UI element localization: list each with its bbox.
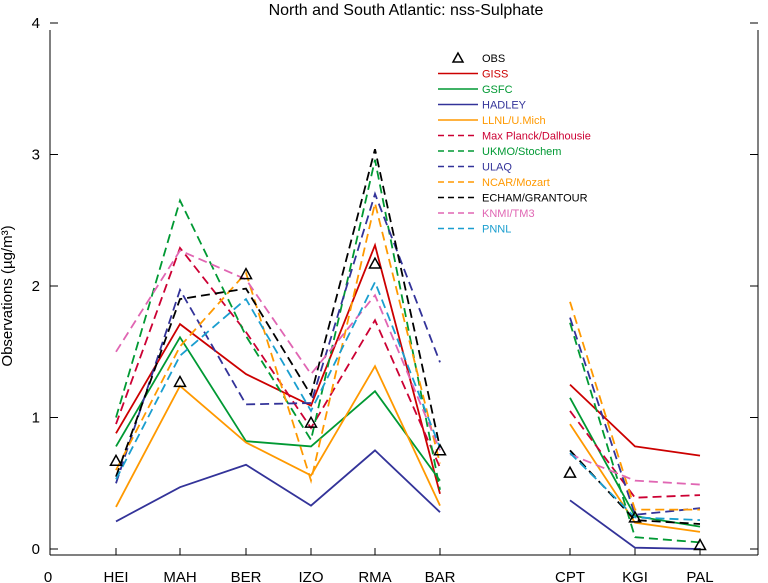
- series-line-ulaq-seg1: [569, 317, 701, 516]
- legend-label-hadley: HADLEY: [482, 100, 527, 112]
- legend-label-pnnl: PNNL: [482, 224, 511, 236]
- x-tick-label-cpt: CPT: [555, 569, 585, 583]
- series-line-max-planck-dalhousie-seg1: [569, 410, 701, 499]
- series-line-max-planck-dalhousie-seg0: [115, 246, 441, 468]
- series-line-llnl-u-mich-seg1: [569, 423, 701, 533]
- legend-label-ncar-mozart: NCAR/Mozart: [482, 177, 550, 189]
- obs-marker-hei: [109, 453, 123, 467]
- legend-label-giss: GISS: [482, 69, 508, 81]
- series-line-echam-grantour-seg0: [115, 148, 441, 478]
- series-line-hadley-seg1: [569, 499, 701, 550]
- y-axis-ticks: 0 1 2 3 4: [32, 15, 758, 558]
- obs-marker-mah: [173, 374, 187, 388]
- legend-label-gsfc: GSFC: [482, 84, 513, 96]
- series-line-knmi-tm3-seg1: [569, 453, 701, 486]
- series-line-pnnl-seg0: [115, 279, 441, 480]
- series-line-gsfc-seg0: [115, 335, 441, 482]
- legend-label-echam-grantour: ECHAM/GRANTOUR: [482, 193, 588, 205]
- legend-label-ulaq: ULAQ: [482, 162, 512, 174]
- y-axis-label: Observations (µg/m³): [0, 225, 16, 366]
- series-line-ncar-mozart-seg0: [115, 202, 441, 485]
- series-line-ncar-mozart-seg1: [569, 301, 700, 511]
- obs-marker-kgi: [628, 510, 642, 523]
- x-tick-label-kgi: KGI: [622, 569, 648, 583]
- y-tick-label: 4: [32, 15, 40, 32]
- observation-markers: [109, 256, 707, 551]
- series-lines: [115, 148, 701, 550]
- x-origin-label: 0: [44, 569, 52, 583]
- legend: OBS GISS GSFC HADLEY LLNL/U.Mich Max Planck/D…: [438, 51, 591, 236]
- x-tick-label-pal: PAL: [686, 569, 713, 583]
- series-line-gsfc-seg1: [569, 397, 701, 528]
- legend-label-max-planck-dalhousie: Max Planck/Dalhousie: [482, 131, 591, 143]
- x-tick-label-mah: MAH: [163, 569, 196, 583]
- y-tick-label: 1: [32, 410, 40, 427]
- series-line-ukmo-stochem-seg0: [115, 159, 441, 490]
- series-line-knmi-tm3-seg0: [115, 249, 441, 451]
- obs-marker-bar: [433, 443, 447, 456]
- x-tick-label-ber: BER: [231, 569, 262, 583]
- x-tick-label-bar: BAR: [425, 569, 456, 583]
- obs-marker-cpt: [563, 465, 577, 478]
- x-axis-ticks: 0 HEI MAH BER IZO RMA BAR CPT KGI PAL: [44, 548, 714, 583]
- y-tick-label: 0: [32, 541, 40, 558]
- obs-marker-pal: [693, 538, 707, 551]
- y-tick-label: 3: [32, 147, 40, 164]
- series-line-hadley-seg0: [115, 449, 441, 523]
- chart-title: North and South Atlantic: nss-Sulphate: [269, 2, 544, 19]
- series-line-ukmo-stochem-seg1: [569, 322, 701, 544]
- series-line-ulaq-seg0: [115, 191, 441, 484]
- series-line-llnl-u-mich-seg0: [115, 364, 441, 508]
- y-tick-label: 2: [32, 278, 40, 295]
- series-line-pnnl-seg1: [569, 452, 701, 521]
- obs-marker-ber: [239, 267, 253, 280]
- legend-swatch-obs: [451, 51, 465, 63]
- legend-label-knmi-tm3: KNMI/TM3: [482, 208, 535, 220]
- legend-label-llnl-u-mich: LLNL/U.Mich: [482, 115, 546, 127]
- x-tick-label-hei: HEI: [103, 569, 128, 583]
- series-line-giss-seg0: [115, 242, 441, 495]
- x-tick-label-rma: RMA: [358, 569, 391, 583]
- x-tick-label-izo: IZO: [299, 569, 324, 583]
- legend-label-obs: OBS: [482, 53, 505, 65]
- obs-marker-rma: [368, 256, 382, 269]
- obs-marker-izo: [304, 415, 318, 428]
- series-line-giss-seg1: [569, 383, 701, 457]
- axes: [49, 30, 759, 556]
- legend-label-ukmo-stochem: UKMO/Stochem: [482, 146, 561, 158]
